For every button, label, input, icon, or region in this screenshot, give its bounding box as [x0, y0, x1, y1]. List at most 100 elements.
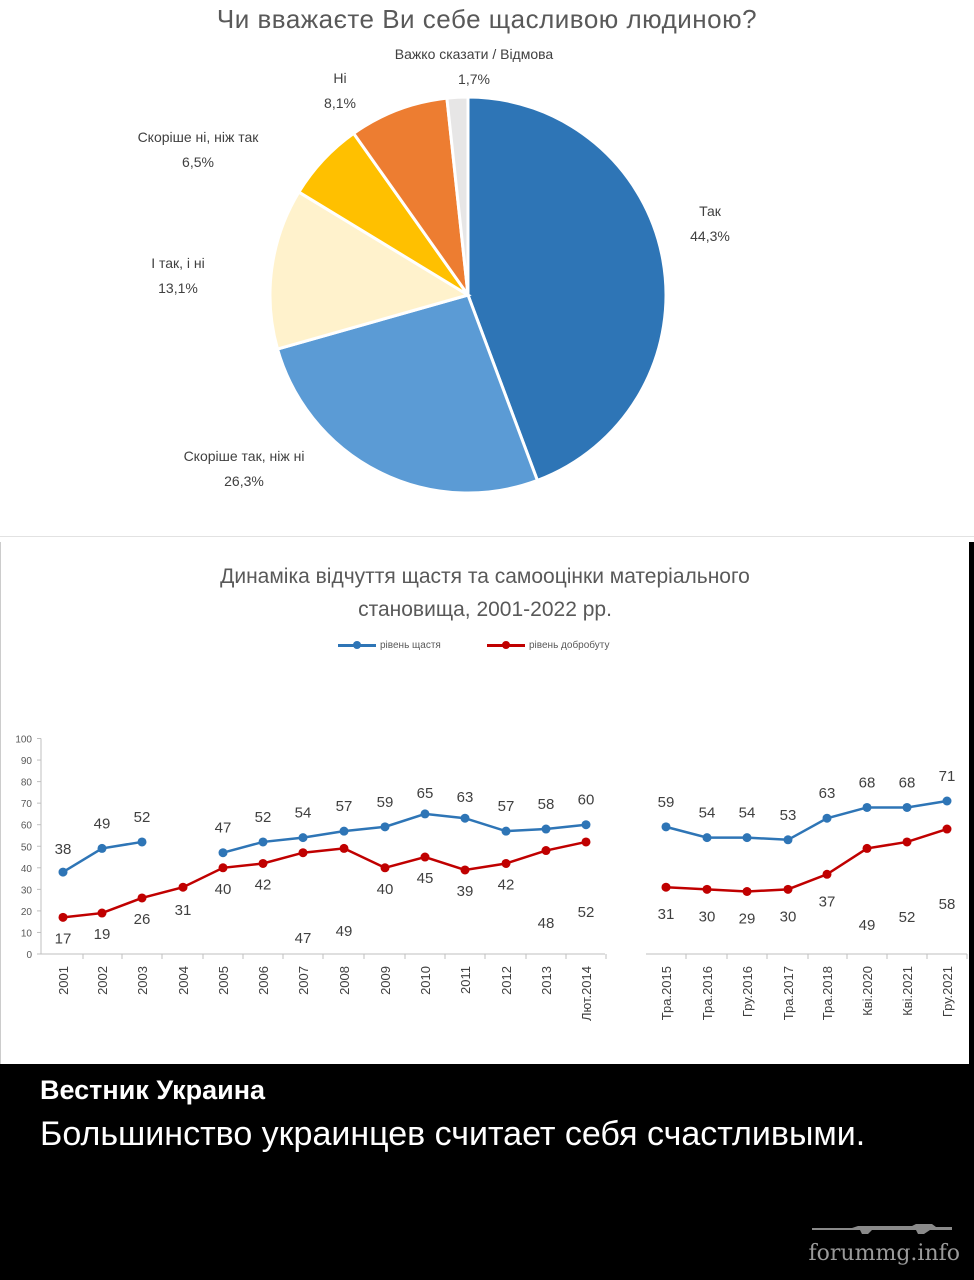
data-label-happiness: 57 [498, 798, 515, 815]
data-point-wellbeing [902, 837, 912, 847]
data-label-happiness: 54 [295, 805, 312, 822]
y-tick-label: 10 [21, 928, 33, 939]
x-tick-label: Гру.2021 [940, 966, 955, 1017]
data-label-wellbeing: 31 [658, 906, 675, 923]
data-label-wellbeing: 47 [295, 930, 312, 947]
data-point-wellbeing [541, 846, 551, 856]
data-point-happiness [742, 833, 752, 843]
line-chart: 0 10 20 30 40 50 60 70 80 90 100 2001 2002 2003 2004 20… [15, 735, 968, 1021]
data-label-wellbeing: 42 [255, 876, 272, 893]
data-point-wellbeing [783, 884, 793, 894]
data-point-happiness [581, 820, 591, 830]
legend-label-wellbeing: рівень добробуту [529, 640, 610, 651]
pie-label-value-4: 8,1% [324, 95, 356, 111]
line-chart-panel: Динаміка відчуття щастя та самооцінки ма… [0, 542, 969, 1064]
data-label-wellbeing: 58 [939, 896, 956, 913]
data-label-wellbeing: 37 [819, 893, 836, 910]
legend-swatch-wellbeing [487, 641, 525, 649]
x-tick-label: Кві.2021 [900, 966, 915, 1016]
pie-label-value-2: 13,1% [158, 280, 198, 296]
series-line-happiness [222, 812, 587, 854]
x-tick-label: Гру.2016 [740, 966, 755, 1017]
y-tick-label: 60 [21, 821, 33, 832]
pie-label-name-2: І так, і ні [151, 255, 205, 271]
data-label-happiness: 59 [658, 794, 675, 811]
data-point-happiness [298, 833, 308, 843]
x-tick-label: Лют.2014 [579, 966, 594, 1021]
data-point-wellbeing [460, 865, 470, 875]
legend-label-happiness: рівень щастя [380, 640, 441, 651]
x-tick-label: 2002 [95, 966, 110, 995]
data-point-wellbeing [862, 843, 872, 853]
pie-slice-1 [275, 293, 540, 495]
data-point-happiness [822, 813, 832, 823]
data-label-happiness: 59 [377, 794, 394, 811]
y-tick-label: 20 [21, 907, 33, 918]
legend-swatch-happiness [338, 641, 376, 649]
data-point-happiness [460, 813, 470, 823]
data-point-wellbeing [420, 852, 430, 862]
data-point-happiness [541, 824, 551, 834]
data-point-happiness [258, 837, 268, 847]
y-tick-label: 90 [21, 756, 33, 767]
pie-slice-0 [466, 95, 668, 483]
data-label-happiness: 65 [417, 785, 434, 802]
pie-label-name-4: Ні [333, 70, 346, 86]
data-point-wellbeing [218, 863, 228, 873]
data-label-happiness: 58 [538, 796, 555, 813]
data-label-happiness: 68 [859, 774, 876, 791]
data-label-happiness: 38 [55, 841, 72, 858]
pie-label-name-0: Так [699, 203, 722, 219]
data-point-wellbeing [822, 869, 832, 879]
pie-slice-2 [268, 190, 472, 351]
pie-chart: Так 44,3% Скоріше так, ніж ні 26,3% І так, і… [138, 46, 730, 495]
data-label-happiness: 52 [134, 809, 151, 826]
rifle-icon [812, 1224, 952, 1234]
data-point-happiness [58, 867, 68, 877]
pie-label-value-1: 26,3% [224, 473, 264, 489]
data-label-wellbeing: 19 [94, 926, 111, 943]
data-point-happiness [97, 843, 107, 853]
x-tick-label: 2003 [135, 966, 150, 995]
data-label-happiness: 54 [699, 805, 716, 822]
data-point-wellbeing [942, 824, 952, 834]
data-point-happiness [501, 826, 511, 836]
data-label-happiness: 52 [255, 809, 272, 826]
data-point-wellbeing [97, 908, 107, 918]
data-label-happiness: 57 [336, 798, 353, 815]
x-tick-label: 2011 [458, 966, 473, 994]
x-tick-label: 2008 [337, 966, 352, 995]
data-label-wellbeing: 26 [134, 911, 151, 928]
caption-headline: Большинство украинцев считает себя счаст… [40, 1115, 866, 1153]
pie-label-name-1: Скоріше так, ніж ні [184, 448, 305, 464]
x-tick-label: 2004 [176, 966, 191, 995]
x-tick-label: 2001 [56, 966, 71, 995]
y-tick-label: 0 [26, 950, 32, 961]
data-label-wellbeing: 39 [457, 883, 474, 900]
data-point-happiness [902, 802, 912, 812]
x-tick-label: Кві.2020 [860, 966, 875, 1016]
data-label-happiness: 60 [578, 792, 595, 809]
data-point-wellbeing [501, 858, 511, 868]
data-label-happiness: 63 [819, 785, 836, 802]
data-point-happiness [218, 848, 228, 858]
series-line-wellbeing [665, 827, 948, 893]
data-point-happiness [420, 809, 430, 819]
data-point-wellbeing [661, 882, 671, 892]
data-label-wellbeing: 49 [336, 923, 353, 940]
pie-slice-5 [445, 95, 470, 296]
data-label-happiness: 49 [94, 815, 111, 832]
x-tick-label: 2009 [378, 966, 393, 995]
data-label-wellbeing: 30 [699, 908, 716, 925]
data-point-happiness [661, 822, 671, 832]
data-label-happiness: 53 [780, 807, 797, 824]
y-tick-label: 70 [21, 799, 33, 810]
line-chart-title-line1: Динаміка відчуття щастя та самооцінки ма… [220, 565, 750, 588]
data-point-wellbeing [178, 882, 188, 892]
y-tick-label: 80 [21, 778, 33, 789]
x-tick-label: 2006 [256, 966, 271, 995]
legend-item-wellbeing: рівень добробуту [487, 640, 610, 651]
data-point-happiness [702, 833, 712, 843]
data-label-happiness: 68 [899, 774, 916, 791]
x-tick-label: 2013 [539, 966, 554, 995]
